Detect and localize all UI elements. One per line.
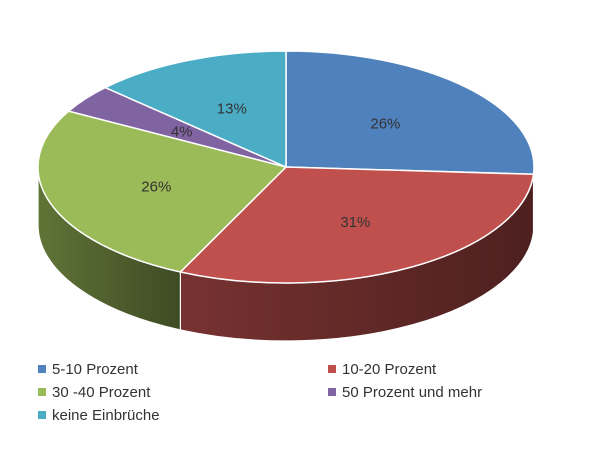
data-label-3: 26% — [141, 179, 171, 196]
pie-chart-svg: 26% 31% 26% 4% 13% — [37, 50, 535, 342]
legend-swatch-4 — [328, 388, 336, 396]
legend-item-5: keine Einbrüche — [38, 404, 160, 426]
legend-label-1: 5-10 Prozent — [52, 360, 138, 378]
data-label-1: 26% — [370, 115, 400, 132]
legend-item-2: 10-20 Prozent — [328, 358, 436, 380]
pie-top-faces — [37, 50, 535, 284]
legend-swatch-1 — [38, 365, 46, 373]
pie-slice-1 — [285, 50, 535, 176]
legend-item-3: 30 -40 Prozent — [38, 381, 150, 403]
legend-label-5: keine Einbrüche — [52, 406, 160, 424]
legend-label-4: 50 Prozent und mehr — [342, 383, 483, 401]
legend-swatch-3 — [38, 388, 46, 396]
data-label-5: 13% — [217, 100, 247, 117]
pie-chart: 26% 31% 26% 4% 13% — [37, 50, 535, 342]
legend-item-1: 5-10 Prozent — [38, 358, 138, 380]
legend-label-3: 30 -40 Prozent — [52, 383, 151, 401]
legend-swatch-2 — [328, 365, 336, 373]
legend-swatch-5 — [38, 411, 46, 419]
legend-label-2: 10-20 Prozent — [342, 360, 437, 378]
legend-item-4: 50 Prozent und mehr — [328, 381, 482, 403]
pie-slice-5 — [104, 50, 287, 168]
pie-value-labels: 26% 31% 26% 4% 13% — [141, 100, 400, 231]
pie-slice-2 — [179, 166, 535, 284]
data-label-2: 31% — [340, 214, 370, 231]
data-label-4: 4% — [171, 124, 193, 141]
